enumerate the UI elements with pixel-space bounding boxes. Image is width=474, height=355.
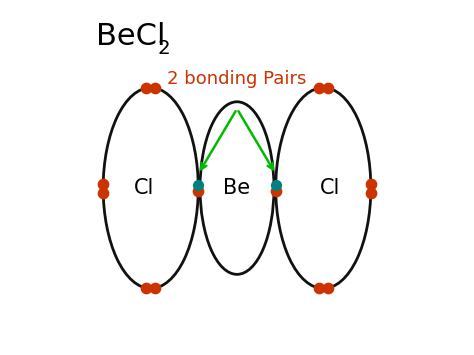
Point bbox=[100, 181, 107, 186]
Text: Cl: Cl bbox=[134, 178, 154, 198]
Text: 2: 2 bbox=[158, 39, 171, 59]
Point bbox=[194, 182, 202, 188]
Text: 2 bonding Pairs: 2 bonding Pairs bbox=[167, 70, 307, 88]
Point bbox=[100, 190, 107, 195]
Point bbox=[194, 189, 202, 194]
Point bbox=[324, 85, 331, 91]
Point bbox=[143, 85, 150, 91]
Point bbox=[324, 286, 331, 291]
Text: Be: Be bbox=[223, 178, 251, 198]
Point bbox=[151, 85, 159, 91]
Point bbox=[367, 181, 374, 186]
Point bbox=[272, 182, 280, 188]
Point bbox=[315, 286, 323, 291]
Point bbox=[367, 190, 374, 195]
Point bbox=[143, 286, 150, 291]
Point bbox=[315, 85, 323, 91]
Point bbox=[272, 189, 280, 194]
Point bbox=[151, 286, 159, 291]
Text: BeCl: BeCl bbox=[96, 22, 165, 51]
Text: Cl: Cl bbox=[320, 178, 340, 198]
